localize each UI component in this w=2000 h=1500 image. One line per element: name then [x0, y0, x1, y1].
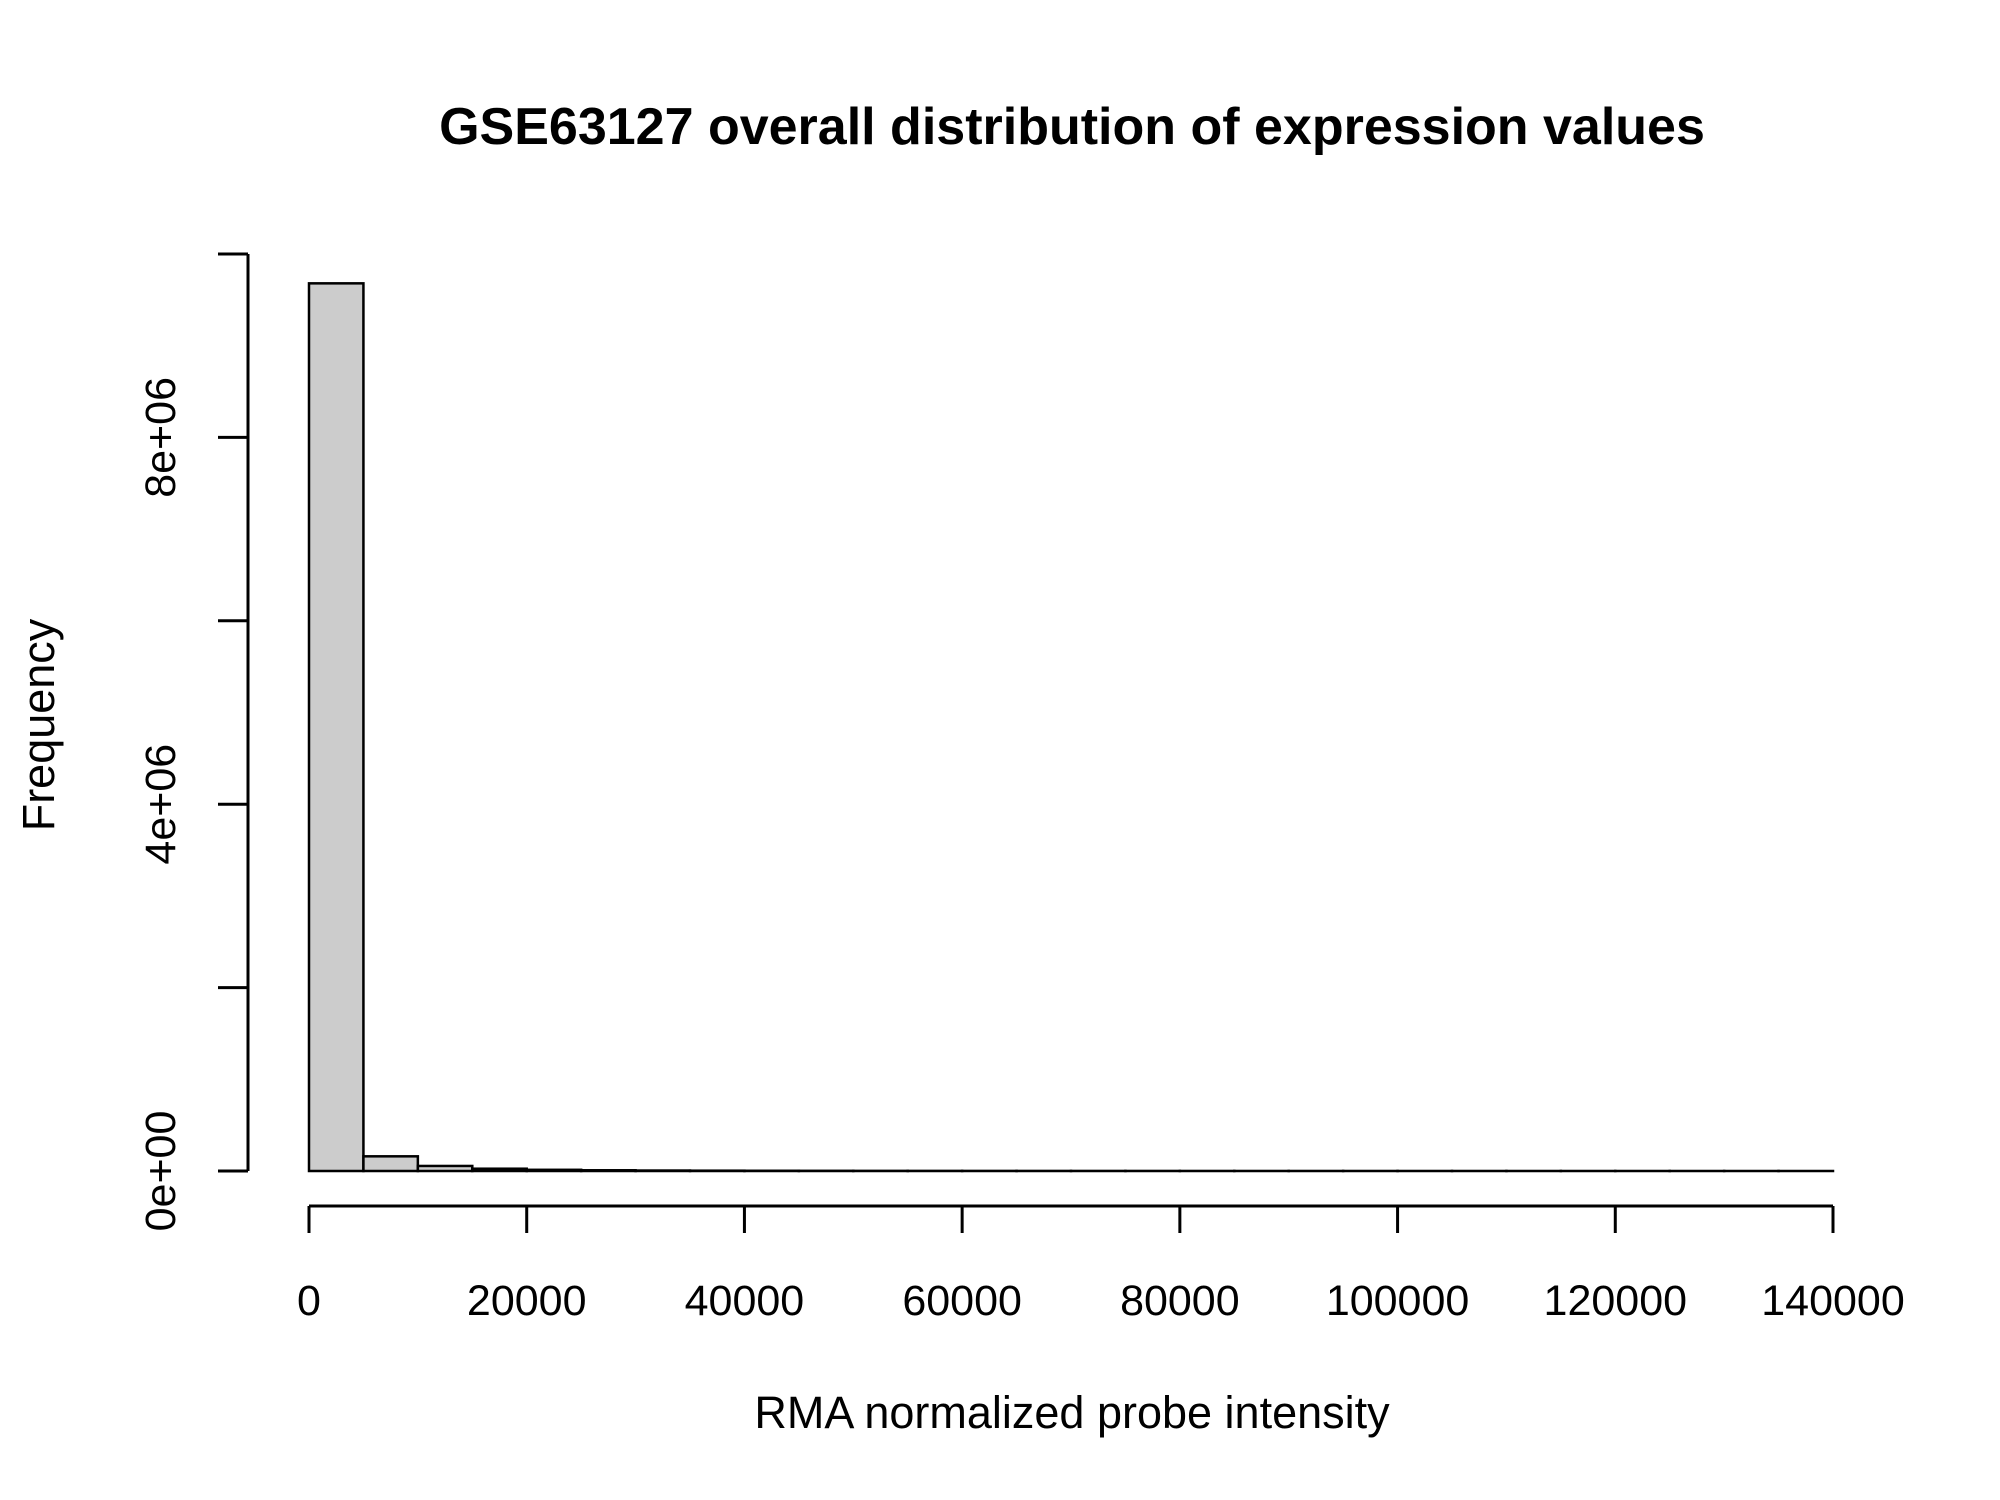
x-tick-label-5: 100000	[1326, 1277, 1470, 1325]
x-axis: 0 20000 40000 60000 80000 100000 120000 140000	[297, 1204, 1905, 1325]
x-tick-label-1: 20000	[467, 1277, 587, 1325]
x-tick-label-4: 80000	[1120, 1277, 1240, 1325]
y-axis-label: Frequency	[13, 618, 64, 831]
y-tick-label-0: 0e+00	[137, 1111, 185, 1232]
x-axis-label: RMA normalized probe intensity	[754, 1387, 1390, 1438]
y-tick-label-4: 8e+06	[137, 377, 185, 498]
y-tick-label-2: 4e+06	[137, 744, 185, 865]
histogram-bar-2	[416, 1164, 474, 1173]
x-tick-label-7: 140000	[1761, 1277, 1905, 1325]
histogram-bar-0	[307, 282, 365, 1173]
histogram-bar-5	[579, 1169, 637, 1173]
y-axis: 0e+00 4e+06 8e+06	[137, 252, 250, 1232]
x-tick-label-0: 0	[297, 1277, 321, 1325]
chart-title: GSE63127 overall distribution of express…	[439, 98, 1705, 156]
histogram-bars	[307, 282, 1835, 1173]
histogram-bar-1	[362, 1155, 420, 1173]
x-tick-label-6: 120000	[1544, 1277, 1688, 1325]
x-tick-label-3: 60000	[902, 1277, 1022, 1325]
histogram-bar-4	[525, 1168, 583, 1173]
x-tick-label-2: 40000	[685, 1277, 805, 1325]
histogram-bar-3	[471, 1167, 528, 1173]
